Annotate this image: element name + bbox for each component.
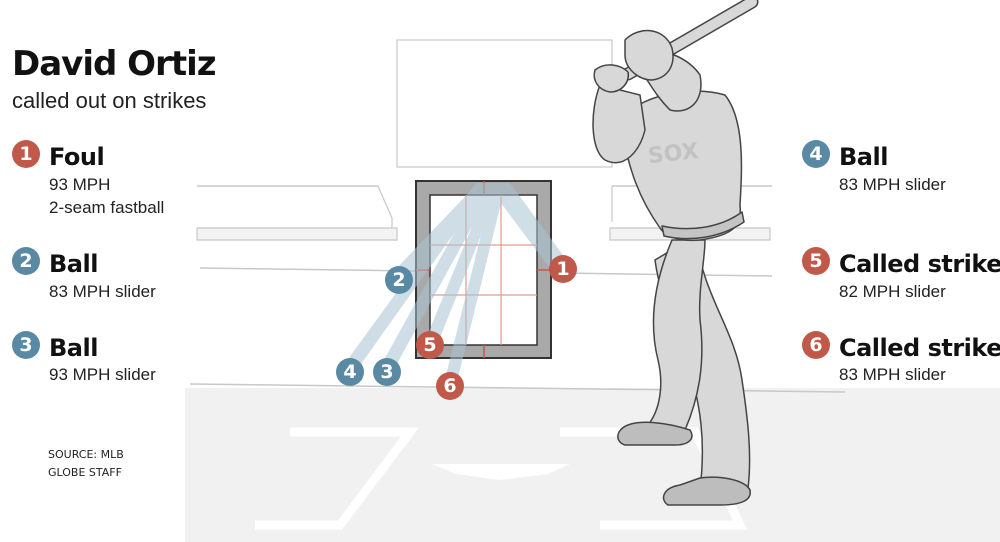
pitch-desc-3: 93 MPH slider (49, 364, 156, 386)
pitch-marker-5: 5 (416, 331, 444, 359)
pitch-type-5: slider (905, 282, 946, 301)
pitch-desc-4: 83 MPH slider (839, 174, 946, 196)
pitch-marker-3: 3 (373, 358, 401, 386)
pitch-speed-2: 83 MPH (49, 282, 111, 301)
pitch-speed-1: 93 MPH (49, 175, 111, 194)
batter-arm-back (592, 84, 646, 164)
pitch-marker-1: 1 (549, 255, 577, 283)
field-ground (185, 388, 1000, 542)
pitch-speed-6: 83 MPH (839, 365, 901, 384)
pitch-type-1: 2-seam fastball (49, 198, 165, 217)
credit-line: GLOBE STAFF (48, 466, 122, 479)
pitch-result-3: Ball (49, 334, 98, 362)
pitch-type-6: slider (905, 365, 946, 384)
batter-belt (661, 211, 745, 240)
pitch-speed-4: 83 MPH (839, 175, 901, 194)
pitch-result-5: Called strike (839, 250, 1000, 278)
pitch-desc-2: 83 MPH slider (49, 281, 156, 303)
source-line: SOURCE: MLB (48, 448, 124, 461)
home-plate (432, 464, 570, 480)
pitch-speed-5: 82 MPH (839, 282, 901, 301)
pitch-result-2: Ball (49, 250, 98, 278)
jersey-letters: SOX (647, 139, 700, 169)
pitch-type-4: slider (905, 175, 946, 194)
trajectory-4 (343, 183, 490, 371)
wall-left-edge (377, 185, 393, 228)
pitch-marker-4: 4 (336, 358, 364, 386)
batter-hands (593, 64, 630, 93)
trajectory-1 (486, 183, 568, 274)
trajectory-5 (425, 183, 502, 345)
pitch-marker-6: 6 (436, 372, 464, 400)
pitch-badge-3: 3 (12, 331, 40, 359)
pitch-badge-2: 2 (12, 247, 40, 275)
source-credit: SOURCE: MLB GLOBE STAFF (48, 446, 124, 482)
scoreboard (396, 39, 613, 168)
pitch-result-6: Called strike (839, 334, 1000, 362)
pitch-desc-5: 82 MPH slider (839, 281, 946, 303)
pitch-result-4: Ball (839, 143, 888, 171)
trajectory-3 (380, 183, 496, 371)
pitch-marker-2: 2 (385, 266, 413, 294)
pitch-desc-6: 83 MPH slider (839, 364, 946, 386)
page-title: David Ortiz (12, 44, 217, 84)
batter-back-shoe (662, 476, 751, 506)
page-subtitle: called out on strikes (12, 88, 207, 113)
pitch-badge-6: 6 (802, 331, 830, 359)
batter-head (624, 29, 674, 81)
pitch-type-3: slider (115, 365, 156, 384)
trajectory-6 (444, 183, 506, 386)
pitch-trajectories (343, 183, 568, 386)
batter-figure: SOX (592, 0, 759, 506)
batter-front-shoe (617, 421, 693, 446)
wall-left (196, 227, 398, 241)
pitch-speed-3: 93 MPH (49, 365, 111, 384)
pitch-result-1: Foul (49, 143, 105, 171)
pitch-badge-4: 4 (802, 140, 830, 168)
pitch-badge-1: 1 (12, 140, 40, 168)
pitch-badge-5: 5 (802, 247, 830, 275)
pitch-type-2: slider (115, 282, 156, 301)
batters-box-left (255, 427, 420, 530)
